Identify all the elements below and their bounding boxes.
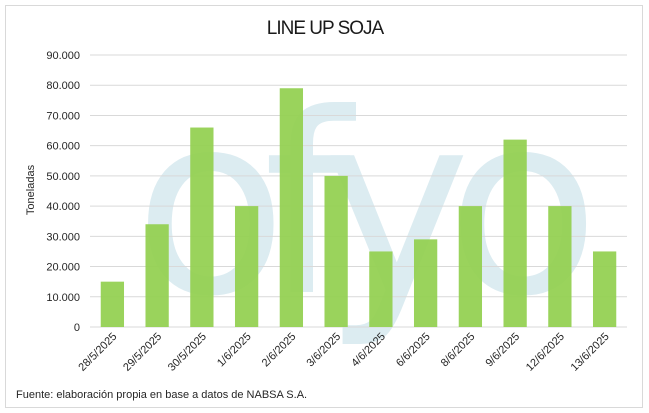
y-tick-label: 40.000 — [46, 201, 80, 213]
bar — [548, 206, 572, 327]
bar — [503, 139, 527, 327]
bar — [413, 239, 438, 327]
y-tick-label: 20.000 — [46, 262, 80, 274]
y-tick-label: 90.000 — [46, 50, 80, 62]
chart-title: LINE UP SOJA — [267, 18, 385, 39]
y-tick-labels: 0 10.000 20.000 30.000 40.000 50.000 60.000 70.… — [46, 50, 80, 334]
bar — [324, 175, 348, 327]
y-tick-label: 0 — [74, 322, 80, 334]
bar — [369, 251, 393, 327]
bars — [100, 88, 617, 328]
bar — [145, 224, 169, 327]
y-tick-label: 60.000 — [46, 141, 80, 153]
y-tick-label: 30.000 — [46, 231, 80, 243]
bar — [458, 206, 483, 327]
bar — [592, 251, 617, 327]
y-tick-label: 70.000 — [46, 110, 80, 122]
bar — [100, 281, 125, 327]
source-note: Fuente: elaboración propia en base a dat… — [16, 389, 307, 401]
y-axis-label: Toneladas — [25, 164, 37, 215]
y-tick-label: 80.000 — [46, 80, 80, 92]
y-tick-label: 50.000 — [46, 171, 80, 183]
x-tick-label: 28/5/2025 — [76, 331, 119, 374]
bar — [279, 88, 304, 327]
gridlines — [90, 54, 627, 328]
bar — [234, 206, 259, 327]
bar — [190, 127, 214, 328]
y-tick-label: 10.000 — [46, 292, 80, 304]
